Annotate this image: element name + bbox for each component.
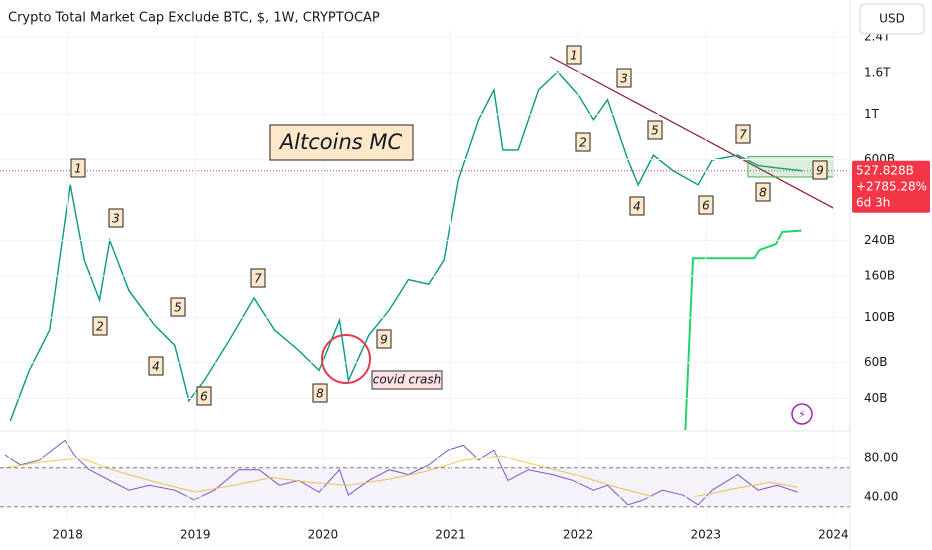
wave-box: [755, 182, 771, 202]
y-tick-label: 1T: [864, 107, 880, 121]
wave-label: 2: [579, 136, 587, 150]
wave-box: [566, 45, 582, 65]
title-box-text: Altcoins MC: [278, 130, 403, 154]
chart-title: Crypto Total Market Cap Exclude BTC, $, …: [8, 11, 380, 26]
price-tag-value: 527.828B: [856, 163, 914, 177]
note-box: [371, 370, 443, 390]
wave-box: [616, 68, 632, 88]
wave-label: 3: [112, 212, 120, 226]
wave-label: 4: [633, 200, 641, 214]
y-tick-label: 240B: [864, 233, 895, 247]
wave-label: 6: [200, 390, 208, 404]
wave-label: 1: [74, 162, 82, 176]
price-tag: [852, 160, 930, 213]
wave-label: 6: [702, 199, 710, 213]
alert-icon[interactable]: [791, 403, 813, 425]
wave-label: 7: [739, 128, 747, 142]
x-tick-label: 2021: [435, 528, 466, 542]
wave-box: [376, 329, 392, 349]
x-tick-label: 2023: [691, 528, 722, 542]
price-tag-countdown: 6d 3h: [856, 195, 890, 209]
wave-box: [148, 356, 164, 376]
wave-label: 5: [174, 301, 182, 315]
price-tag-change: +2785.28%: [856, 179, 927, 193]
alert-icon-glyph[interactable]: ⚡: [798, 408, 806, 421]
y-tick-label: 60B: [864, 355, 888, 369]
wave-label: 3: [620, 72, 628, 86]
x-tick-label: 2022: [563, 528, 594, 542]
wave-box: [698, 195, 714, 215]
y-tick-label: 1.6T: [864, 65, 891, 79]
indicator-line: [684, 229, 802, 431]
wave-box: [629, 196, 645, 216]
rsi-band: [0, 467, 850, 507]
wave-box: [92, 316, 108, 336]
wave-box: [812, 160, 828, 180]
wave-label: 4: [152, 360, 160, 374]
wave-box: [250, 268, 266, 288]
y-tick-label: 100B: [864, 310, 895, 324]
x-tick-label: 2018: [52, 528, 83, 542]
wave-box: [647, 120, 663, 140]
wave-label: 9: [380, 333, 388, 347]
y-tick-label: 160B: [864, 269, 895, 283]
wave-box: [70, 158, 86, 178]
currency-button[interactable]: [859, 3, 925, 35]
wave-box: [575, 132, 591, 152]
wave-label: 2: [96, 320, 104, 334]
x-tick-label: 2020: [308, 528, 339, 542]
wave-label: 8: [759, 186, 767, 200]
trendline: [549, 56, 834, 209]
wave-label: 5: [651, 124, 659, 138]
wave-box: [170, 297, 186, 317]
x-tick-label: 2024: [818, 528, 849, 542]
wave-box: [108, 208, 124, 228]
x-tick-label: 2019: [180, 528, 211, 542]
currency-label[interactable]: USD: [879, 12, 905, 26]
wave-label: 9: [816, 164, 824, 178]
y-tick-label: 40B: [864, 391, 888, 405]
wave-box: [735, 124, 751, 144]
wave-box: [312, 383, 328, 403]
note-text: covid crash: [373, 373, 442, 387]
covid-circle: [321, 334, 371, 384]
wave-box: [196, 386, 212, 406]
y-tick-label: 40.00: [864, 490, 898, 504]
wave-label: 1: [570, 49, 578, 63]
price-line: [9, 70, 803, 422]
wave-label: 7: [254, 272, 262, 286]
wave-label: 8: [316, 387, 324, 401]
title-box: [269, 124, 414, 161]
y-tick-label: 80.00: [864, 451, 898, 465]
